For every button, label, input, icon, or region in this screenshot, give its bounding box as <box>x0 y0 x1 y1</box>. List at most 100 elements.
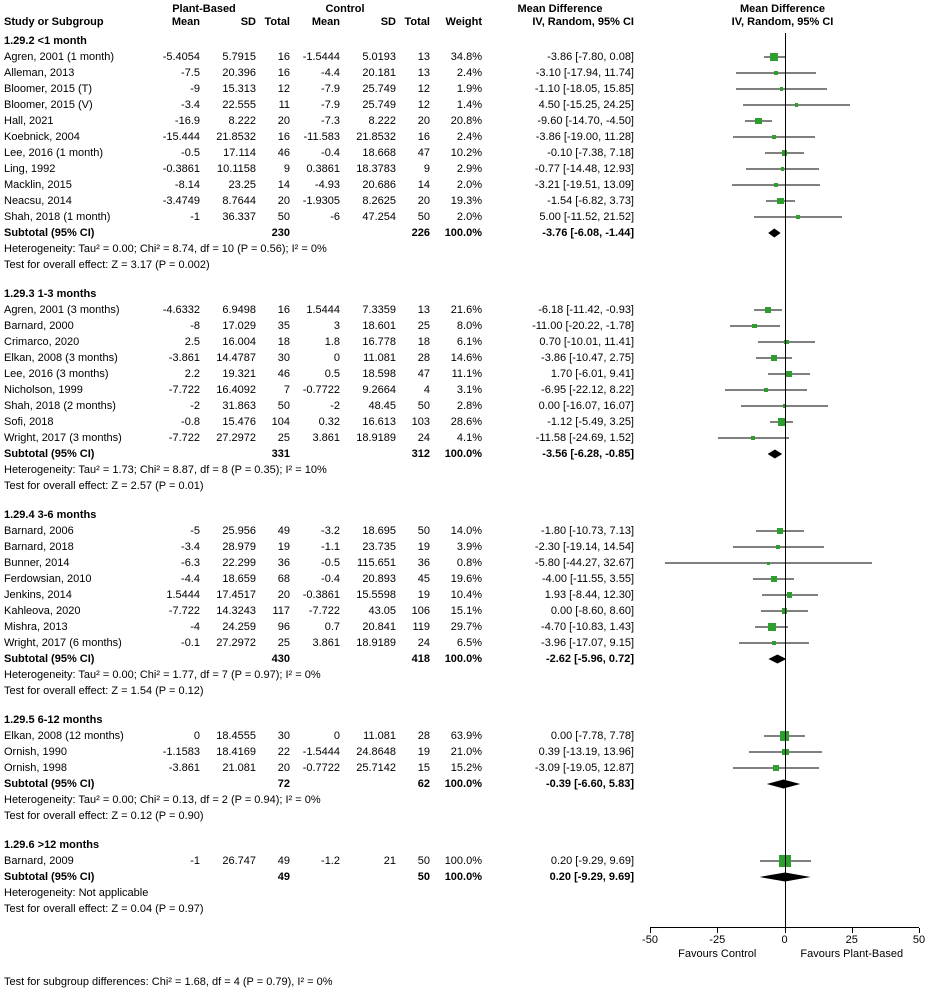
effect-square <box>786 371 792 377</box>
weight: 2.0% <box>456 179 482 191</box>
md-ci-text: -9.60 [-14.70, -4.50] <box>537 115 634 127</box>
weight: 8.0% <box>456 320 482 332</box>
plant-mean: -6.3 <box>181 557 200 569</box>
weight: 63.9% <box>450 730 482 742</box>
control-total: 9 <box>423 163 430 175</box>
control-sd: 25.7142 <box>356 762 396 774</box>
study-name: Bloomer, 2015 (V) <box>4 99 93 111</box>
plant-mean: -4.6332 <box>162 304 200 316</box>
study-row: Agren, 2001 (3 months) -4.6332 6.9498 16 1.5… <box>0 302 929 318</box>
control-total: 24 <box>417 637 430 649</box>
plant-mean: -7.722 <box>168 605 200 617</box>
study-row: Kahleova, 2020 -7.722 14.3243 117 -7.722 43.0… <box>0 603 929 619</box>
weight: 2.0% <box>456 211 482 223</box>
plot-cell <box>636 33 929 49</box>
plant-sd: 27.2972 <box>216 432 256 444</box>
md-ci-text: -4.70 [-10.83, 1.43] <box>541 621 634 633</box>
md-ci-text: -3.09 [-19.05, 12.87] <box>534 762 634 774</box>
axis-tick <box>650 928 651 933</box>
subtotal-weight: 100.0% <box>444 227 482 239</box>
plot-cell <box>636 334 929 350</box>
control-total: 50 <box>417 400 430 412</box>
effect-square <box>787 592 793 598</box>
heterogeneity-text: Heterogeneity: Tau² = 0.00; Chi² = 8.74,… <box>4 243 327 255</box>
control-sd: 15.5598 <box>356 589 396 601</box>
plot-cell <box>636 414 929 430</box>
control-total: 50 <box>417 855 430 867</box>
weight: 14.6% <box>450 352 482 364</box>
heterogeneity-row: Heterogeneity: Tau² = 0.00; Chi² = 0.13,… <box>0 792 929 808</box>
axis-tick-label: 0 <box>781 934 788 946</box>
plant-total-column-header: Total <box>264 16 290 28</box>
control-sd: 18.695 <box>362 525 396 537</box>
md-ci-text: -3.21 [-19.51, 13.09] <box>534 179 634 191</box>
control-total: 16 <box>417 131 430 143</box>
plant-total: 20 <box>277 115 290 127</box>
plot-cell <box>636 318 929 334</box>
plot-cell <box>636 587 929 603</box>
subtotal-weight: 100.0% <box>444 653 482 665</box>
weight: 29.7% <box>450 621 482 633</box>
control-total: 13 <box>417 67 430 79</box>
effect-square <box>782 404 787 408</box>
study-row: Barnard, 2000 -8 17.029 35 3 18.601 25 8.0% -11.… <box>0 318 929 334</box>
plot-cell <box>636 539 929 555</box>
plot-cell <box>636 241 929 257</box>
plant-mean: -0.3861 <box>162 163 200 175</box>
study-name: Lee, 2016 (1 month) <box>4 147 104 159</box>
control-sd: 23.735 <box>362 541 396 553</box>
plant-mean: -1 <box>190 855 200 867</box>
plot-cell <box>636 808 929 824</box>
plant-total: 16 <box>277 131 290 143</box>
plot-cell <box>636 462 929 478</box>
study-name: Bunner, 2014 <box>4 557 70 569</box>
axis-tick <box>717 928 719 933</box>
subgroup-differences-note: Test for subgroup differences: Chi² = 1.… <box>4 976 333 988</box>
study-row: Alleman, 2013 -7.5 20.396 16 -4.4 20.181 13 2.4… <box>0 65 929 81</box>
study-row: Bloomer, 2015 (T) -9 15.313 12 -7.9 25.749 12 1… <box>0 81 929 97</box>
study-row: Barnard, 2018 -3.4 28.979 19 -1.1 23.735 19 3.9… <box>0 539 929 555</box>
control-subtotal-total: 312 <box>411 448 430 460</box>
plant-sd: 36.337 <box>222 211 256 223</box>
effect-square <box>780 167 785 171</box>
subgroup-title-row: 1.29.3 1-3 months <box>0 286 929 302</box>
control-sd: 20.893 <box>362 573 396 585</box>
plant-sd: 17.114 <box>223 147 256 159</box>
control-sd: 11.081 <box>363 730 396 742</box>
control-total: 20 <box>417 115 430 127</box>
plant-total: 36 <box>277 557 290 569</box>
md-ci-text: 1.93 [-8.44, 12.30] <box>544 589 634 601</box>
control-total: 19 <box>417 746 430 758</box>
effect-square <box>774 183 778 187</box>
plot-cell <box>636 555 929 571</box>
subgroup-label: 1.29.2 <1 month <box>4 35 87 47</box>
plant-total: 18 <box>277 336 290 348</box>
plant-sd: 23.25 <box>228 179 256 191</box>
plot-cell <box>636 81 929 97</box>
plant-mean: -3.4749 <box>162 195 200 207</box>
spacer-cell <box>342 446 398 462</box>
overall-effect-text: Test for overall effect: Z = 3.17 (P = 0… <box>4 259 210 271</box>
control-total: 13 <box>417 51 430 63</box>
spacer-cell <box>342 225 398 241</box>
plant-mean: -7.722 <box>168 384 200 396</box>
control-total: 28 <box>417 352 430 364</box>
study-row: Neacsu, 2014 -3.4749 8.7644 20 -1.9305 8.2625… <box>0 193 929 209</box>
study-name: Barnard, 2018 <box>4 541 74 553</box>
subgroup-label: 1.29.4 3-6 months <box>4 509 97 521</box>
spacer-row <box>0 824 929 837</box>
control-sd-column-header: SD <box>380 16 396 28</box>
weight: 19.6% <box>450 573 482 585</box>
ci-plot-column-header: IV, Random, 95% CI <box>731 16 834 28</box>
plant-total: 12 <box>277 83 290 95</box>
study-row: Crimarco, 2020 2.5 16.004 18 1.8 16.778 18 6.1%… <box>0 334 929 350</box>
control-total: 15 <box>417 762 430 774</box>
plant-sd: 22.299 <box>222 557 256 569</box>
spacer-cell <box>150 446 202 462</box>
heterogeneity-row: Heterogeneity: Tau² = 1.73; Chi² = 8.87,… <box>0 462 929 478</box>
control-sd: 18.3783 <box>356 163 396 175</box>
overall-effect-row: Test for overall effect: Z = 1.54 (P = 0… <box>0 683 929 699</box>
md-ci-text: 1.70 [-6.01, 9.41] <box>550 368 634 380</box>
spacer-cell <box>432 3 484 16</box>
effect-square <box>777 418 786 426</box>
